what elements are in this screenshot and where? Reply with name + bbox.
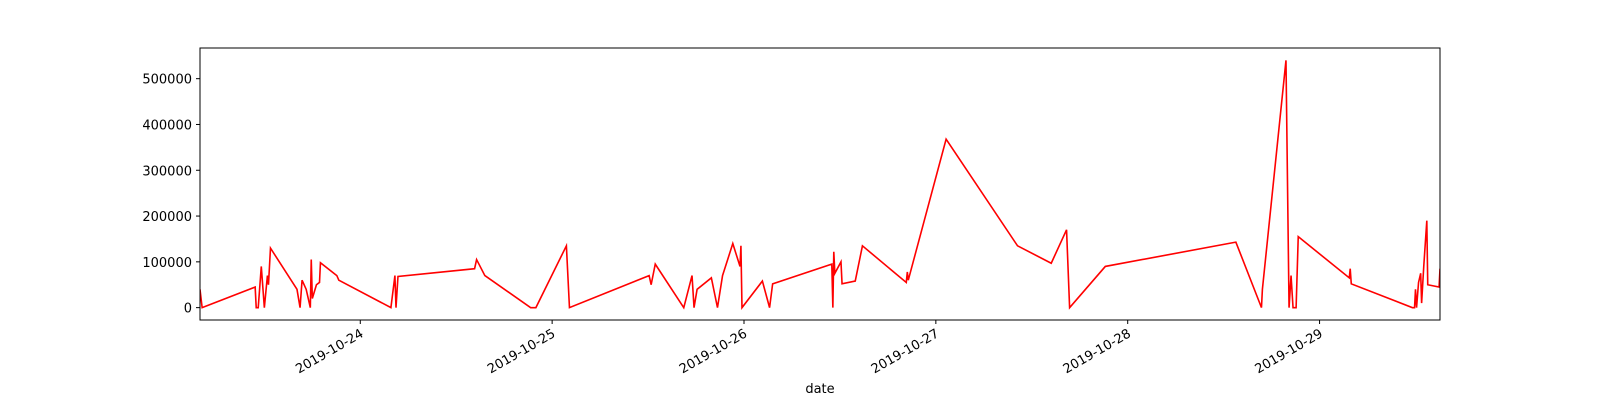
x-tick-label: 2019-10-27 bbox=[869, 326, 942, 377]
line bbox=[200, 60, 1440, 310]
y-tick-label: 0 bbox=[184, 302, 192, 317]
y-tick-label: 400000 bbox=[142, 118, 192, 133]
x-axis-label: date bbox=[805, 382, 834, 397]
x-tick-label: 2019-10-24 bbox=[293, 326, 366, 377]
x-tick-label: 2019-10-28 bbox=[1061, 326, 1134, 377]
x-tick-label: 2019-10-26 bbox=[677, 326, 750, 377]
plot-frame bbox=[199, 47, 1441, 321]
y-tick-label: 300000 bbox=[142, 164, 192, 179]
x-tick-label: 2019-10-25 bbox=[485, 326, 558, 377]
y-tick-label: 500000 bbox=[142, 73, 192, 88]
x-tick-label: 2019-10-29 bbox=[1253, 326, 1326, 377]
y-tick-label: 100000 bbox=[142, 256, 192, 271]
y-tick-label: 200000 bbox=[142, 210, 192, 225]
